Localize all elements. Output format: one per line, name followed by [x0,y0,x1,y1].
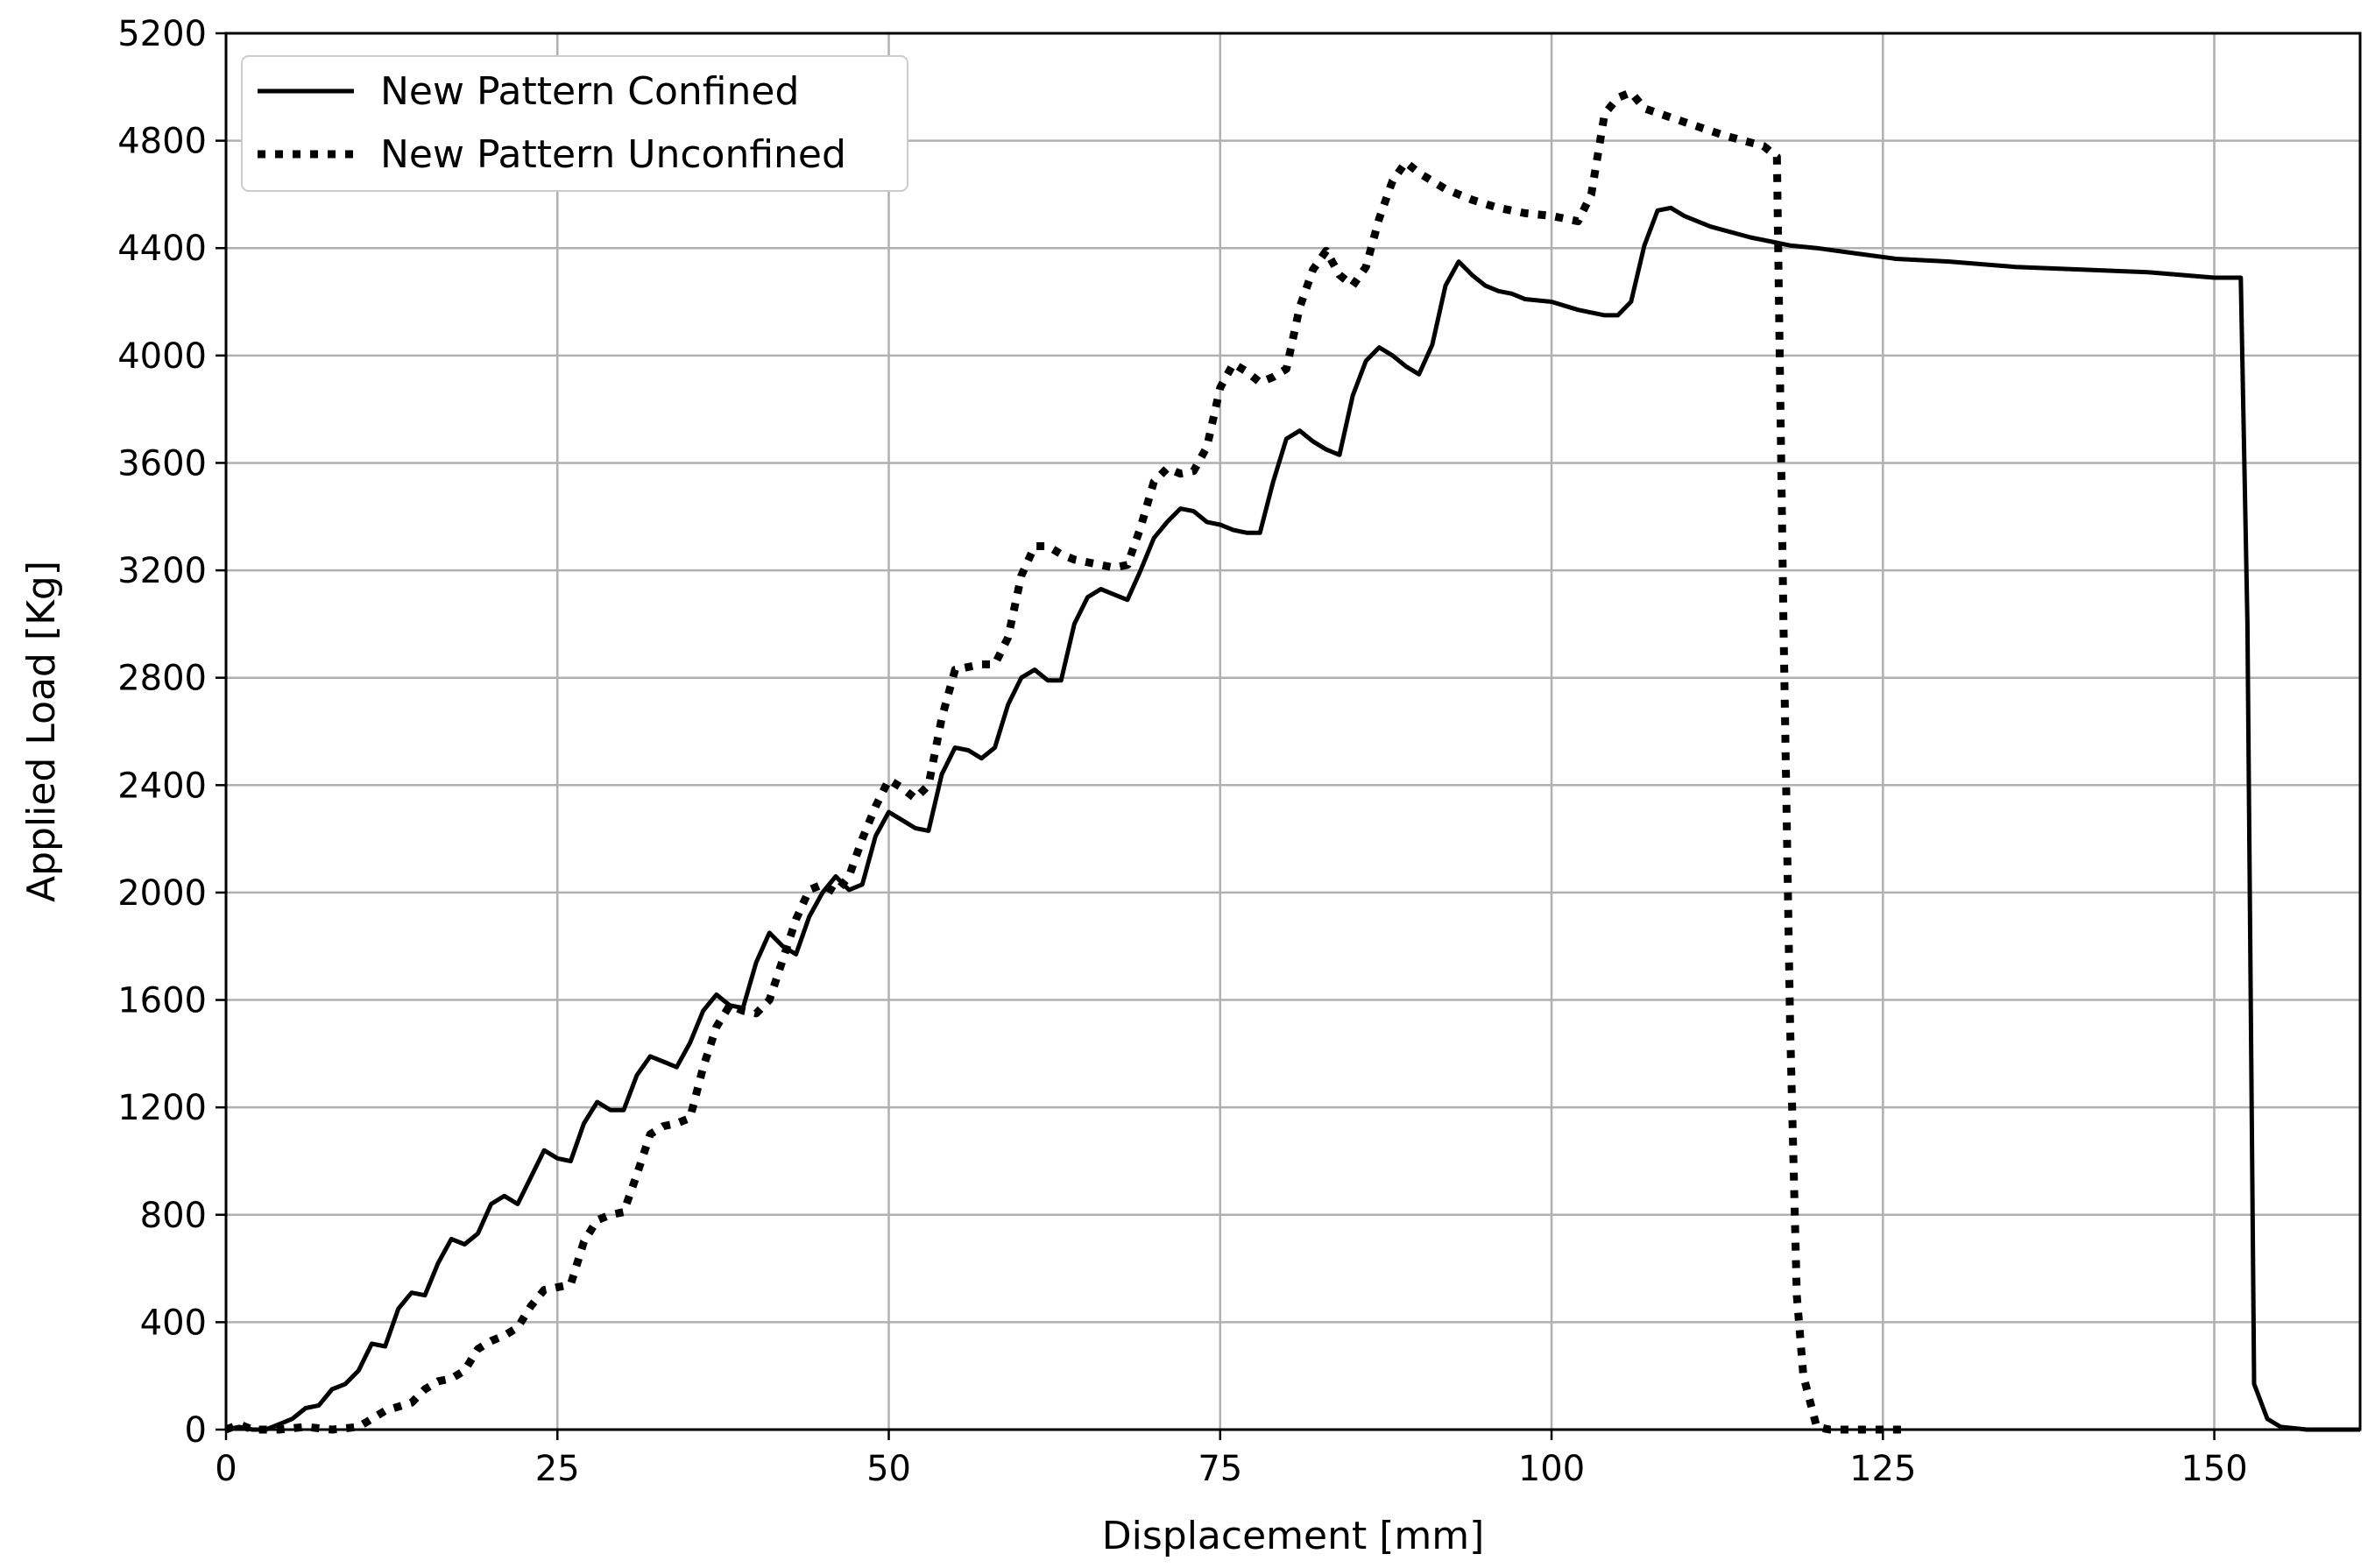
y-tick-label: 2400 [117,766,207,806]
x-tick-label: 50 [866,1449,911,1489]
y-tick-label: 4400 [117,229,207,269]
y-tick-label: 1200 [117,1088,207,1128]
x-tick-label: 150 [2181,1449,2247,1489]
legend-label-unconfined: New Pattern Unconfined [380,132,846,177]
y-axis-ticks: 0 400 800 1200 1600 2000 2400 2800 3200 3600 4000 4… [117,14,226,1451]
y-tick-label: 4800 [117,122,207,162]
x-axis-ticks: 0 25 50 75 100 125 150 [215,1430,2248,1489]
y-tick-label: 3600 [117,443,207,484]
y-tick-label: 0 [185,1410,207,1451]
y-tick-label: 400 [140,1303,207,1343]
legend-label-confined: New Pattern Confined [380,69,799,114]
x-tick-label: 75 [1198,1449,1242,1489]
y-tick-label: 3200 [117,551,207,591]
series-line-unconfined [224,88,1910,1434]
series-line-confined [225,205,2360,1432]
plot-frame [224,32,2362,1431]
x-axis-label: Displacement [mm] [1102,1514,1485,1558]
y-tick-label: 1600 [117,981,207,1021]
x-tick-label: 0 [215,1449,237,1489]
x-tick-label: 100 [1518,1449,1585,1489]
y-tick-label: 5200 [117,14,207,54]
legend: New Pattern Confined New Pattern Unconfi… [241,55,908,192]
x-tick-label: 25 [535,1449,580,1489]
y-tick-label: 4000 [117,336,207,377]
y-tick-label: 800 [140,1196,207,1236]
series-layer [224,88,2360,1434]
x-tick-label: 125 [1849,1449,1916,1489]
y-tick-label: 2800 [117,659,207,699]
legend-box [241,55,908,192]
y-tick-label: 2000 [117,873,207,914]
y-axis-label: Applied Load [Kg] [19,561,64,902]
